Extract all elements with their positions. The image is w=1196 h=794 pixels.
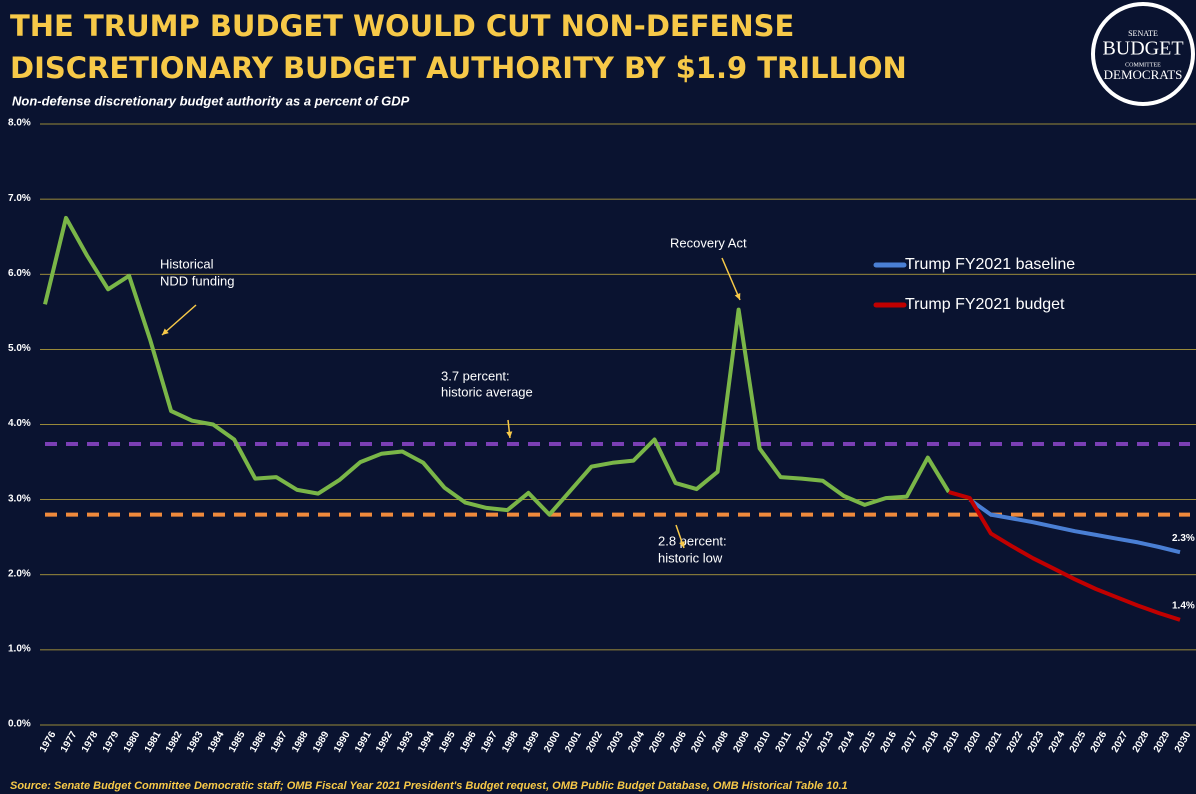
y-tick-label: 6.0% <box>8 268 31 279</box>
logo-text: BUDGET <box>1102 38 1183 60</box>
series-line <box>968 497 1181 555</box>
reference-label: 2.8 percent: <box>658 533 727 548</box>
annotation: Historical <box>160 256 214 271</box>
y-tick-label: 7.0% <box>8 193 31 204</box>
source: Source: Senate Budget Committee Democrat… <box>10 780 848 792</box>
y-tick-label: 4.0% <box>8 418 31 429</box>
data-label: 2.3% <box>1172 533 1195 544</box>
arrow-head <box>679 541 685 548</box>
y-tick-label: 8.0% <box>8 118 31 129</box>
series-line <box>948 490 1181 622</box>
title-line: DISCRETIONARY BUDGET AUTHORITY BY $1.9 T… <box>10 51 907 85</box>
legend-label: Trump FY2021 budget <box>905 296 1065 313</box>
arrow-head <box>734 293 741 300</box>
reference-label: historic average <box>441 384 533 399</box>
arrow-line <box>161 304 197 336</box>
arrow-head <box>162 328 169 335</box>
arrow-head <box>506 431 513 438</box>
annotation: NDD funding <box>160 273 234 288</box>
data-label: 1.4% <box>1172 600 1195 611</box>
y-tick-label: 5.0% <box>8 343 31 354</box>
logo-text: DEMOCRATS <box>1104 67 1183 82</box>
y-tick-label: 1.0% <box>8 644 31 655</box>
y-tick-label: 2.0% <box>8 568 31 579</box>
annotation: Recovery Act <box>670 235 747 250</box>
logo-ring <box>1091 2 1195 106</box>
logo-text: COMMITTEE <box>1125 62 1161 68</box>
y-tick-label: 0.0% <box>8 719 31 730</box>
logo-text: SENATE <box>1128 29 1158 38</box>
logo: SENATE BUDGET COMMITTEE DEMOCRATS <box>1091 2 1195 106</box>
series-line <box>43 215 951 517</box>
y-tick-label: 3.0% <box>8 493 31 504</box>
subtitle: Non-defense discretionary budget authori… <box>12 93 410 108</box>
reference-label: 3.7 percent: <box>441 368 510 383</box>
reference-label: historic low <box>658 550 723 565</box>
title-line: THE TRUMP BUDGET WOULD CUT NON-DEFENSE <box>10 9 794 43</box>
arrow-line <box>721 257 741 301</box>
legend-label: Trump FY2021 baseline <box>905 256 1075 273</box>
